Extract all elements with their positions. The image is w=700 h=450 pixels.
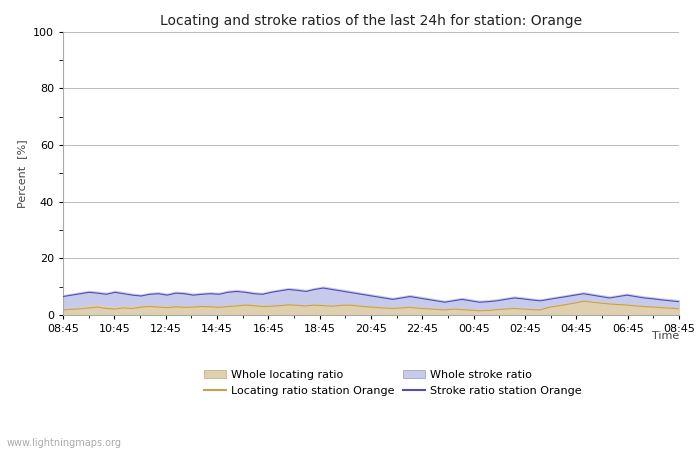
Text: Time: Time — [652, 331, 679, 341]
Text: www.lightningmaps.org: www.lightningmaps.org — [7, 438, 122, 448]
Title: Locating and stroke ratios of the last 24h for station: Orange: Locating and stroke ratios of the last 2… — [160, 14, 582, 27]
Legend: Whole locating ratio, Locating ratio station Orange, Whole stroke ratio, Stroke : Whole locating ratio, Locating ratio sta… — [204, 370, 582, 396]
Y-axis label: Percent  [%]: Percent [%] — [18, 139, 27, 207]
